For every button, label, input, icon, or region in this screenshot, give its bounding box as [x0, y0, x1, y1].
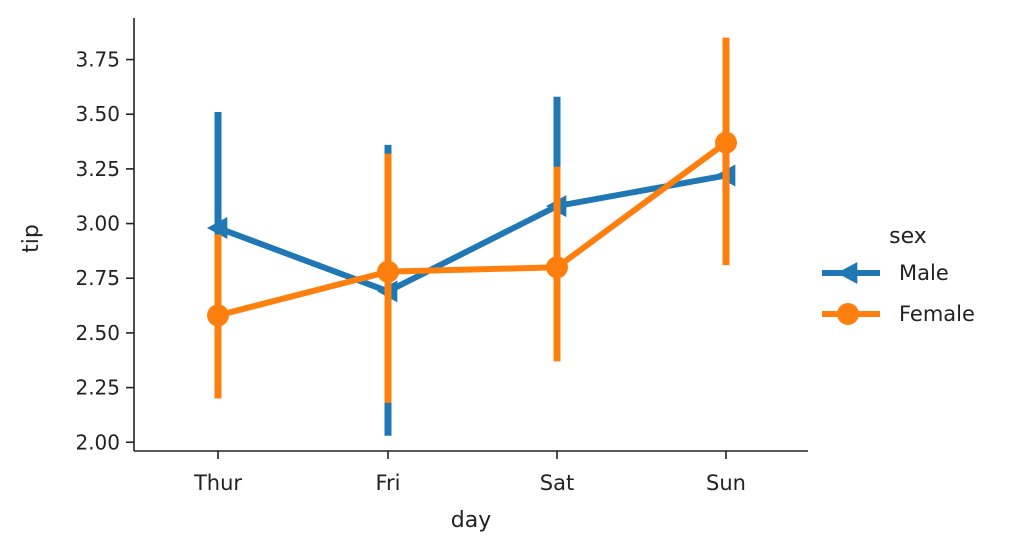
female-point: [377, 260, 399, 283]
legend-item-male: Male: [822, 261, 949, 285]
axes: 2.00 2.25 2.50 2.75 3.00 3.25 3.50 3.75 Thur Fri…: [19, 18, 808, 533]
male-line: [216, 172, 727, 295]
legend-marker-male: [837, 262, 858, 284]
female-point: [546, 256, 568, 279]
x-axis-label: day: [451, 508, 491, 533]
y-tick-label: 3.00: [75, 212, 120, 236]
x-tick-label: Thur: [193, 471, 242, 495]
legend-item-female: Female: [822, 302, 975, 326]
x-tick-label: Fri: [375, 471, 400, 495]
x-tick-label: Sun: [706, 471, 746, 495]
series-female: [207, 37, 737, 403]
legend-label-male: Male: [899, 261, 949, 285]
female-point: [207, 304, 229, 327]
legend-label-female: Female: [899, 302, 975, 326]
y-tick-label: 2.25: [75, 376, 120, 400]
y-tick-label: 3.75: [75, 48, 120, 72]
y-axis-label: tip: [19, 224, 44, 253]
x-tick-label: Sat: [540, 471, 574, 495]
male-point: [207, 216, 228, 239]
x-ticks: Thur Fri Sat Sun: [193, 451, 746, 495]
y-ticks: 2.00 2.25 2.50 2.75 3.00 3.25 3.50 3.75: [75, 48, 134, 454]
female-point: [715, 131, 737, 154]
y-tick-label: 2.00: [75, 430, 120, 454]
plot-area: [207, 37, 737, 436]
y-tick-label: 2.50: [75, 321, 120, 345]
y-tick-label: 3.50: [75, 102, 120, 126]
series-male: [207, 96, 736, 436]
y-tick-label: 2.75: [75, 266, 120, 290]
legend-items: Male Female: [822, 261, 975, 326]
legend-title: sex: [889, 224, 927, 249]
female-line: [217, 140, 728, 319]
y-tick-label: 3.25: [75, 157, 120, 181]
legend-marker-female: [837, 303, 859, 325]
legend: sex Male Female: [822, 224, 975, 326]
